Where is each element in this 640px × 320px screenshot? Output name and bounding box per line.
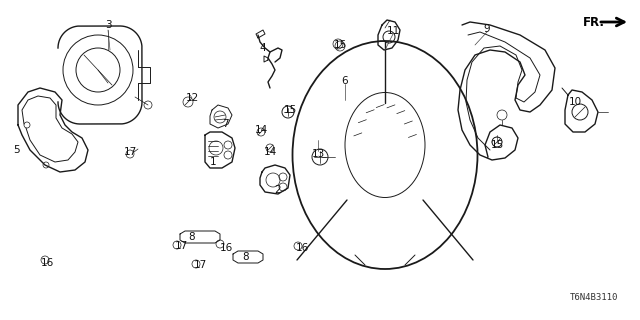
- Text: 11: 11: [387, 26, 399, 36]
- Text: 6: 6: [342, 76, 348, 86]
- Text: 9: 9: [484, 24, 490, 34]
- Text: 14: 14: [264, 147, 276, 157]
- Text: 8: 8: [243, 252, 250, 262]
- Text: 16: 16: [220, 243, 232, 253]
- Text: 15: 15: [333, 40, 347, 50]
- Text: 17: 17: [193, 260, 207, 270]
- Text: 14: 14: [254, 125, 268, 135]
- Text: 5: 5: [13, 145, 20, 155]
- Text: 12: 12: [186, 93, 198, 103]
- Text: 7: 7: [221, 119, 228, 129]
- Text: 10: 10: [568, 97, 582, 107]
- Text: 1: 1: [210, 157, 216, 167]
- Text: 17: 17: [174, 241, 188, 251]
- Text: 4: 4: [260, 43, 266, 53]
- Text: 8: 8: [189, 232, 195, 242]
- Text: 15: 15: [490, 140, 504, 150]
- Text: 3: 3: [105, 20, 111, 30]
- Text: 15: 15: [284, 105, 296, 115]
- Text: 16: 16: [40, 258, 54, 268]
- Text: FR.: FR.: [583, 15, 605, 28]
- Text: 13: 13: [312, 149, 324, 159]
- Text: 16: 16: [296, 243, 308, 253]
- Text: T6N4B3110: T6N4B3110: [570, 293, 618, 302]
- Text: 2: 2: [275, 185, 282, 195]
- Text: 17: 17: [124, 147, 136, 157]
